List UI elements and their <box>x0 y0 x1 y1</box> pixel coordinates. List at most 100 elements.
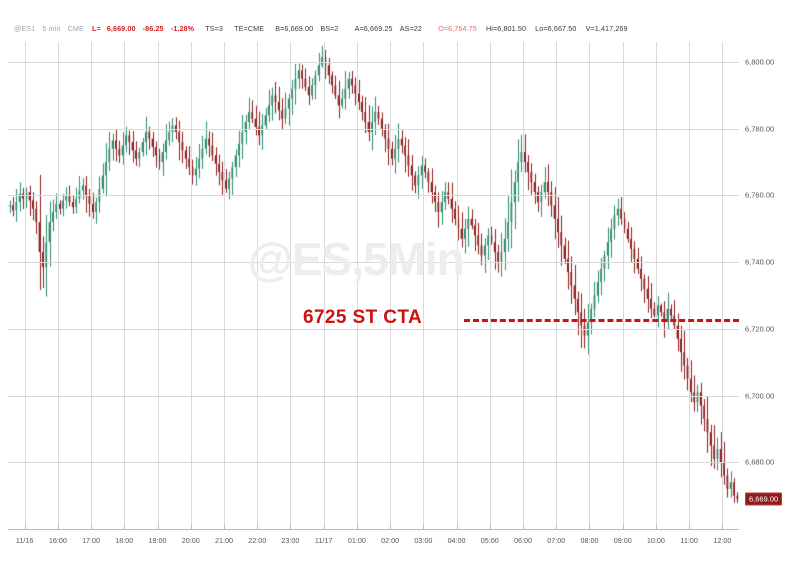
grid-line-vertical <box>290 42 291 529</box>
y-axis-tick-label: 6,720.00 <box>745 324 775 334</box>
x-axis-tick <box>457 525 458 530</box>
x-axis-tick <box>25 525 26 530</box>
x-axis-tick-label: 19:00 <box>148 536 167 545</box>
grid-line-vertical <box>257 42 258 529</box>
x-axis-tick <box>257 525 258 530</box>
x-axis-tick-label: 20:00 <box>181 536 200 545</box>
x-axis-tick-label: 11/17 <box>314 536 333 545</box>
x-axis-tick-label: 10:00 <box>646 536 665 545</box>
y-axis-tick-label: 6,700.00 <box>745 391 775 401</box>
grid-line-vertical <box>623 42 624 529</box>
x-axis-tick-label: 11:00 <box>680 536 698 545</box>
grid-line-vertical <box>490 42 491 529</box>
quote-last-label: L= <box>91 24 101 33</box>
x-axis-tick-label: 07:00 <box>547 536 566 545</box>
x-axis-tick <box>589 525 590 530</box>
x-axis[interactable]: 11/16 16:00 17:00 18:00 19:00 20:00 21:00 22:00… <box>0 533 809 547</box>
x-axis-tick <box>656 525 657 530</box>
y-axis-tick-label: 6,760.00 <box>745 190 775 200</box>
quote-last-price: 6,669.00 <box>106 24 136 33</box>
y-axis-tick-label: 6,780.00 <box>745 124 775 134</box>
grid-line-vertical <box>689 42 690 529</box>
grid-line-horizontal <box>8 129 739 130</box>
grid-line-horizontal <box>8 329 739 330</box>
y-axis-tick-label: 6,800.00 <box>745 57 775 67</box>
x-axis-tick-label: 09:00 <box>613 536 632 545</box>
x-axis-tick <box>58 525 59 530</box>
x-axis-tick <box>423 525 424 530</box>
x-axis-tick-label: 05:00 <box>480 536 499 545</box>
grid-line-vertical <box>423 42 424 529</box>
quote-trade-size: TS=3 <box>205 24 224 33</box>
grid-line-vertical <box>324 42 325 529</box>
grid-line-horizontal <box>8 262 739 263</box>
quote-high: Hi=6,801.50 <box>485 24 527 33</box>
x-axis-tick-label: 08:00 <box>580 536 599 545</box>
grid-line-vertical <box>357 42 358 529</box>
x-axis-tick <box>324 525 325 530</box>
chart-watermark: @ES,5Min <box>248 233 465 285</box>
x-axis-tick-label: 22:00 <box>248 536 267 545</box>
grid-line-vertical <box>124 42 125 529</box>
x-axis-tick <box>623 525 624 530</box>
x-axis-line <box>8 529 739 530</box>
x-axis-tick-label: 23:00 <box>281 536 300 545</box>
x-axis-tick-label: 18:00 <box>115 536 134 545</box>
grid-line-vertical <box>656 42 657 529</box>
candlestick-series <box>8 42 739 529</box>
quote-exchange: CME <box>67 24 84 33</box>
x-axis-tick-label: 03:00 <box>414 536 433 545</box>
price-plot-area[interactable] <box>8 42 739 529</box>
x-axis-tick-label: 17:00 <box>82 536 101 545</box>
x-axis-tick <box>290 525 291 530</box>
grid-line-vertical <box>25 42 26 529</box>
x-axis-tick <box>523 525 524 530</box>
current-price-tag: 6,669.00 <box>745 492 783 506</box>
x-axis-tick <box>357 525 358 530</box>
y-axis-tick-label: 6,740.00 <box>745 257 775 267</box>
x-axis-tick <box>722 525 723 530</box>
x-axis-tick <box>191 525 192 530</box>
grid-line-vertical <box>390 42 391 529</box>
x-axis-tick <box>689 525 690 530</box>
x-axis-tick <box>490 525 491 530</box>
quote-bid: B=6,669.00 <box>275 24 314 33</box>
quote-ask-size: AS=22 <box>399 24 422 33</box>
quote-symbol: @ES1 <box>14 24 36 33</box>
quote-ask: A=6,669.25 <box>354 24 393 33</box>
grid-line-horizontal <box>8 396 739 397</box>
grid-line-vertical <box>224 42 225 529</box>
x-axis-tick-label: 12:00 <box>713 536 732 545</box>
quote-interval: 5 min <box>42 24 61 33</box>
grid-line-vertical <box>589 42 590 529</box>
grid-line-vertical <box>158 42 159 529</box>
x-axis-tick-label: 11/16 <box>15 536 34 545</box>
x-axis-tick-label: 01:00 <box>347 536 366 545</box>
x-axis-tick <box>390 525 391 530</box>
x-axis-tick-label: 02:00 <box>381 536 400 545</box>
quote-low: Lo=6,667.50 <box>535 24 577 33</box>
x-axis-tick-label: 06:00 <box>514 536 533 545</box>
grid-line-vertical <box>457 42 458 529</box>
y-axis[interactable]: 6,800.00 6,780.00 6,760.00 6,740.00 6,720.00… <box>745 42 809 529</box>
grid-line-vertical <box>523 42 524 529</box>
quote-trade-exchange: TE=CME <box>234 24 265 33</box>
x-axis-tick <box>91 525 92 530</box>
x-axis-tick-label: 04:00 <box>447 536 466 545</box>
quote-volume: V=1,417,269 <box>585 24 628 33</box>
quote-bid-size: BS=2 <box>320 24 339 33</box>
grid-line-horizontal <box>8 462 739 463</box>
x-axis-tick <box>124 525 125 530</box>
quote-change: -86.25 <box>142 24 164 33</box>
grid-line-horizontal <box>8 195 739 196</box>
quote-open: O=6,764.75 <box>438 24 477 33</box>
cta-level-annotation-line <box>464 319 739 322</box>
x-axis-tick <box>556 525 557 530</box>
x-axis-tick-label: 21:00 <box>214 536 233 545</box>
grid-line-horizontal <box>8 62 739 63</box>
quote-header-bar: @ES1 5 min CME L= 6,669.00 -86.25 -1.28% … <box>0 22 809 36</box>
cta-level-annotation-label: 6725 ST CTA <box>303 307 423 328</box>
grid-line-vertical <box>58 42 59 529</box>
x-axis-tick <box>224 525 225 530</box>
